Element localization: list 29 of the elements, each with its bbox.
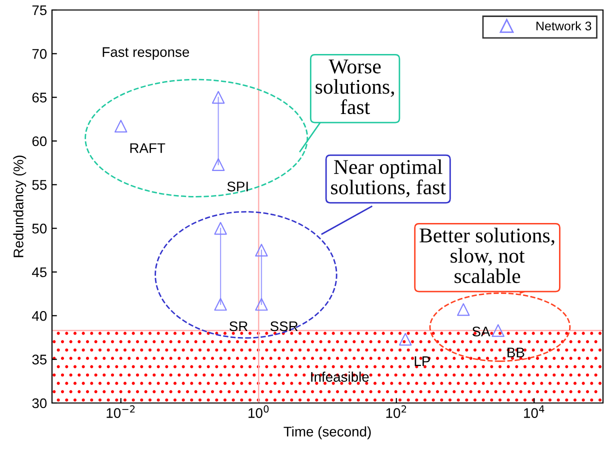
y-tick-label: 65: [32, 92, 47, 103]
y-tick-label: 35: [32, 354, 47, 365]
annotation: SSR: [270, 321, 298, 332]
y-tick-label: 75: [32, 5, 47, 16]
x-tick-label: 10$^{−2}$: [106, 405, 135, 418]
annotation: LP: [414, 356, 430, 366]
band-label: Infeasible: [311, 372, 369, 382]
annotation: RAFT: [130, 143, 166, 153]
annotation: SA: [472, 326, 490, 336]
y-axis-title: Redundancy (%): [13, 156, 26, 258]
annotation: Near optimal solutions, fast: [331, 159, 446, 198]
x-tick-label: 10$^{2}$: [386, 405, 406, 418]
annotation: Worse solutions, fast: [316, 60, 394, 114]
y-tick-label: 50: [32, 224, 47, 234]
y-tick-label: 70: [32, 49, 47, 59]
annotation: Better solutions, slow, not scalable: [420, 228, 554, 284]
y-tick-label: 30: [32, 398, 47, 408]
y-tick-label: 55: [32, 180, 47, 190]
y-tick-label: 60: [32, 136, 47, 146]
legend-label: Network 3: [536, 21, 592, 30]
x-tick-label: 10$^{4}$: [524, 405, 544, 418]
x-axis-title: Time (second): [284, 426, 371, 440]
x-tick-label: 10$^{0}$: [248, 405, 269, 418]
annotation: SPI: [227, 182, 248, 192]
annotation: Fast response: [102, 47, 190, 60]
annotation: BB: [508, 348, 524, 358]
annotation: SR: [230, 321, 248, 332]
y-tick-label: 45: [32, 267, 47, 278]
y-tick-label: 40: [32, 311, 47, 321]
